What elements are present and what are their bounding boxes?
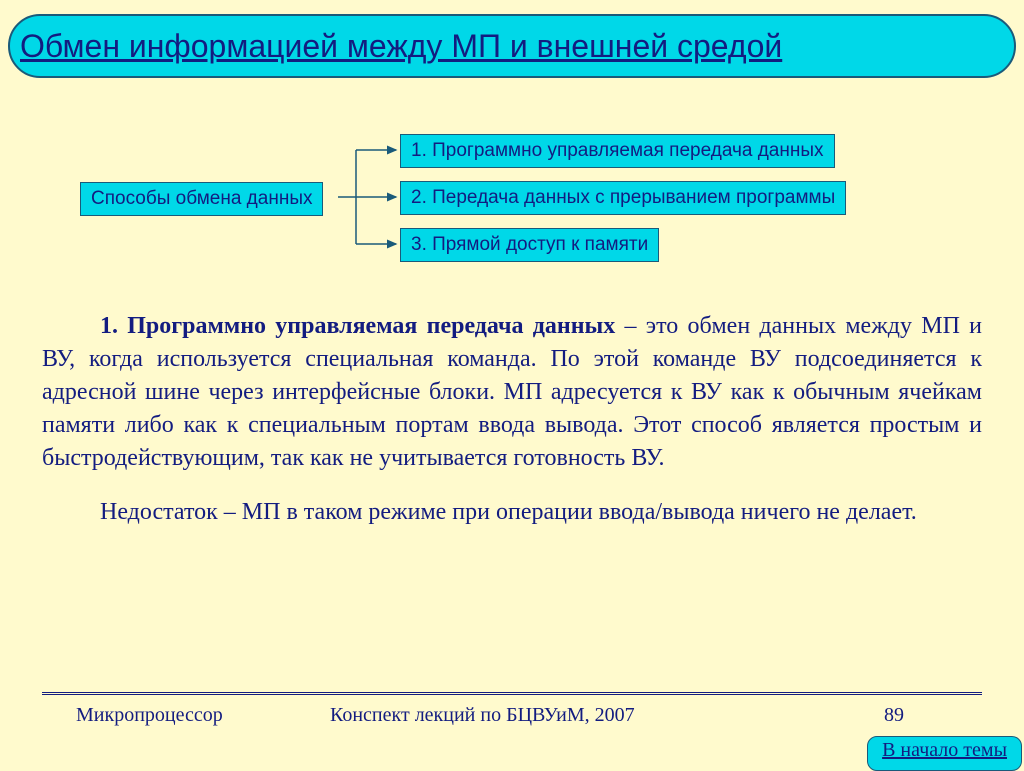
footer-divider	[42, 692, 982, 695]
nav-start-button[interactable]: В начало темы	[867, 736, 1022, 771]
body-content: 1. Программно управляемая передача данны…	[42, 310, 982, 549]
diagram-connectors	[338, 130, 408, 270]
paragraph-2: Недостаток – МП в таком режиме при опера…	[42, 496, 982, 529]
lead-phrase: 1. Программно управляемая передача данны…	[100, 313, 615, 339]
diagram-item-2: 2. Передача данных с прерыванием програм…	[400, 181, 846, 215]
diagram-item-1: 1. Программно управляемая передача данны…	[400, 134, 835, 168]
methods-diagram: Способы обмена данных 1. Программно упра…	[80, 130, 960, 270]
diagram-source-box: Способы обмена данных	[80, 182, 323, 216]
para2-text: Недостаток – МП в таком режиме при опера…	[100, 499, 917, 525]
footer-section: Микропроцессор	[76, 704, 223, 727]
diagram-item-3: 3. Прямой доступ к памяти	[400, 228, 659, 262]
paragraph-1: 1. Программно управляемая передача данны…	[42, 310, 982, 476]
title-bar: Обмен информацией между МП и внешней сре…	[8, 14, 1016, 78]
footer-source: Конспект лекций по БЦВУиМ, 2007	[330, 704, 635, 727]
page-number: 89	[884, 704, 904, 727]
page-title: Обмен информацией между МП и внешней сре…	[20, 28, 782, 65]
